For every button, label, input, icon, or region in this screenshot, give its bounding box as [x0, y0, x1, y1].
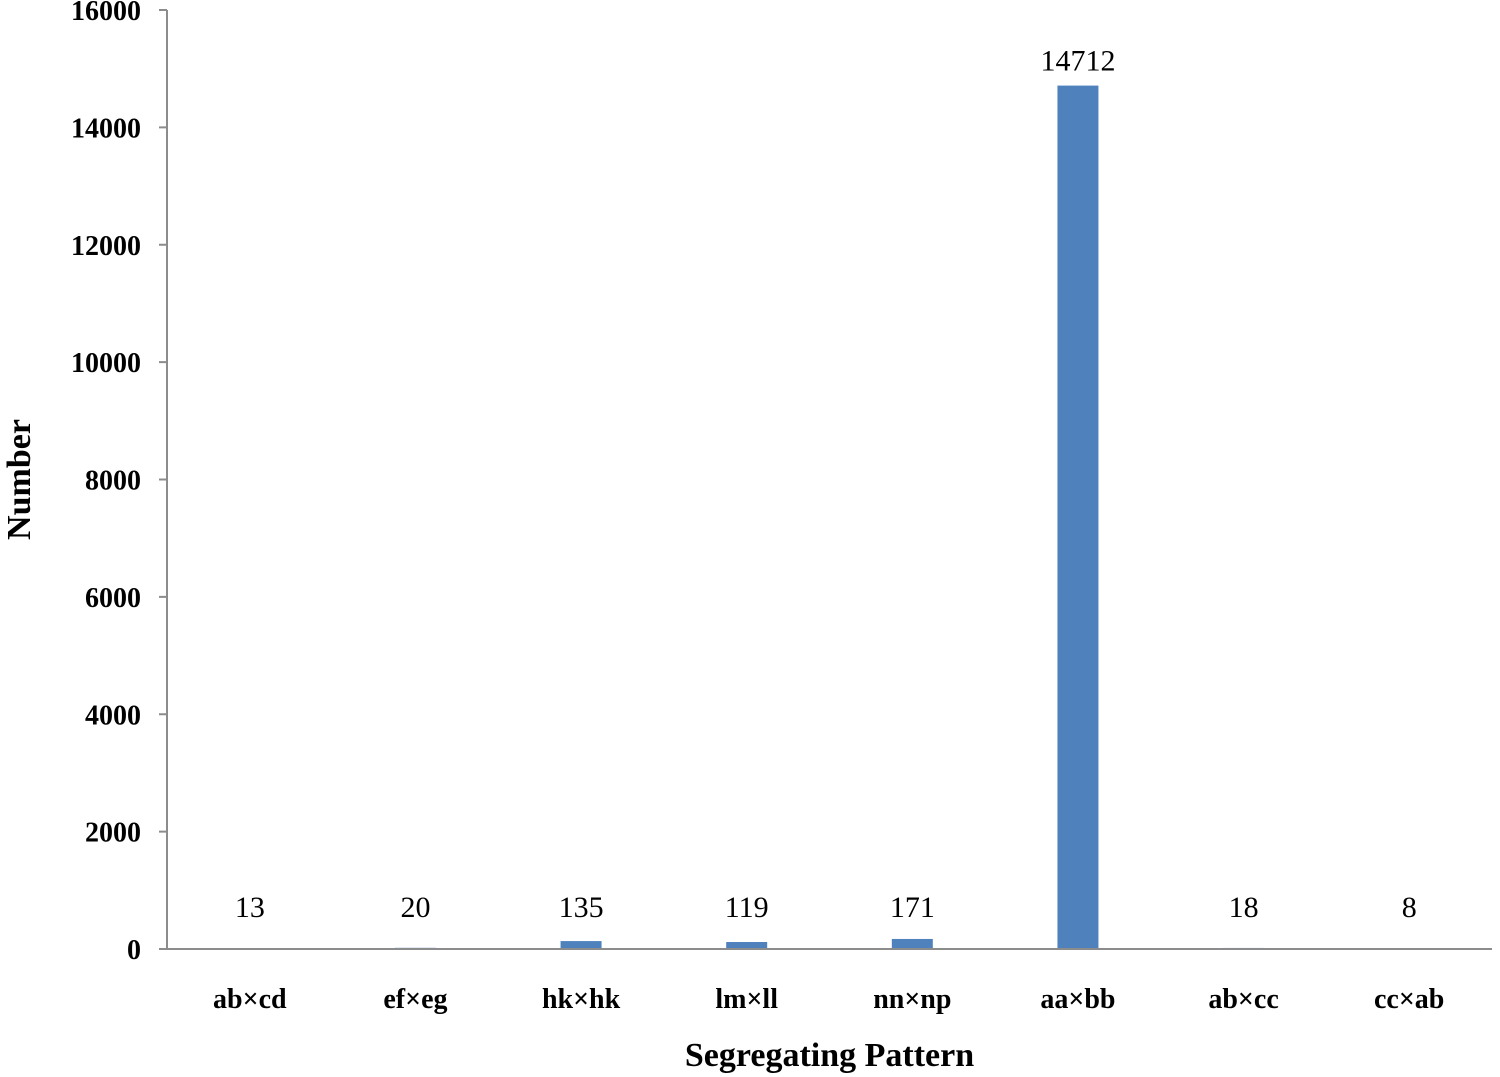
y-tick-label: 0 [127, 935, 141, 966]
x-category-label: ab×cc [1208, 984, 1278, 1015]
bar-value-label: 135 [559, 891, 604, 924]
y-tick-label: 6000 [85, 583, 141, 614]
x-category-label: ef×eg [383, 984, 447, 1015]
bar-value-label: 20 [400, 891, 430, 924]
data-labels: 13 20 135 119 171 14712 18 8 [235, 45, 1417, 924]
x-category-label: lm×ll [715, 984, 778, 1015]
bars [229, 85, 1430, 950]
y-tick-label: 4000 [85, 700, 141, 731]
y-tick-label: 14000 [71, 113, 141, 144]
bar [726, 942, 768, 949]
x-category-label: ab×cd [213, 984, 287, 1015]
bar [891, 938, 933, 949]
bar-value-label: 13 [235, 891, 265, 924]
y-tick-label: 16000 [71, 0, 141, 27]
y-axis-title: Number [1, 419, 38, 540]
bar-value-label: 8 [1402, 891, 1417, 924]
y-tick-label: 8000 [85, 466, 141, 497]
x-axis-category-labels: ab×cd ef×eg hk×hk lm×ll nn×np aa×bb ab×cc cc×ab [213, 984, 1444, 1015]
y-tick-label: 12000 [71, 231, 141, 262]
x-axis-title: Segregating Pattern [685, 1037, 974, 1074]
x-category-label: hk×hk [542, 984, 621, 1015]
x-category-label: nn×np [873, 984, 951, 1015]
bar-value-label: 171 [890, 891, 935, 924]
bar [1057, 85, 1099, 950]
y-tick-label: 2000 [85, 818, 141, 849]
bar-value-label: 14712 [1040, 45, 1115, 78]
bar-value-label: 119 [725, 891, 769, 924]
bar-value-label: 18 [1229, 891, 1259, 924]
x-category-label: cc×ab [1374, 984, 1444, 1015]
x-category-label: aa×bb [1040, 984, 1115, 1015]
bar [560, 941, 602, 949]
y-axis-ticks: 0 2000 4000 6000 8000 10000 12000 14000 16000 [71, 0, 167, 966]
y-tick-label: 10000 [71, 348, 141, 379]
